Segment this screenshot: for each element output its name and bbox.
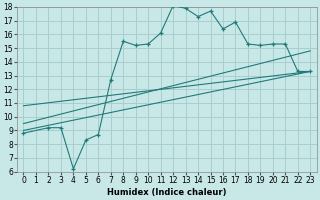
X-axis label: Humidex (Indice chaleur): Humidex (Indice chaleur) — [107, 188, 227, 197]
